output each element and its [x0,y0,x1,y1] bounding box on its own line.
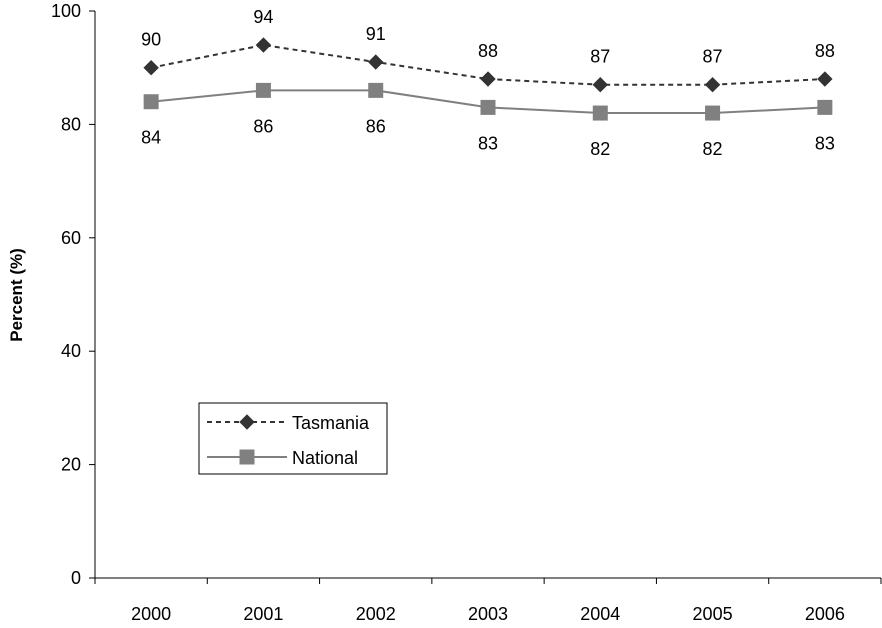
y-tick-label: 0 [71,568,81,588]
data-label-national: 86 [366,116,386,136]
x-tick-label: 2006 [805,604,845,624]
data-label-national: 86 [253,116,273,136]
data-label-tasmania: 87 [703,47,723,67]
y-tick-label: 100 [51,1,81,21]
x-tick-label: 2002 [356,604,396,624]
series-layer [143,37,833,121]
data-point-tasmania [368,54,384,70]
data-point-national [480,99,496,115]
y-tick-label: 60 [61,228,81,248]
legend-label-national: National [292,448,358,468]
legend-marker-tasmania [239,414,255,430]
data-label-tasmania: 94 [253,7,273,27]
legend-box [198,402,388,475]
x-tick-label: 2001 [243,604,283,624]
data-label-tasmania: 88 [815,41,835,61]
data-point-national [705,105,721,121]
data-label-national: 82 [703,139,723,159]
y-tick-label: 20 [61,455,81,475]
data-point-national [817,99,833,115]
data-label-tasmania: 88 [478,41,498,61]
x-tick-label: 2005 [693,604,733,624]
data-label-national: 83 [815,133,835,153]
legend-marker-national [239,449,255,465]
x-tick-label: 2000 [131,604,171,624]
data-point-tasmania [480,71,496,87]
y-tick-label: 40 [61,341,81,361]
data-point-national [255,82,271,98]
data-point-tasmania [143,59,159,76]
data-label-tasmania: 87 [590,47,610,67]
data-point-tasmania [592,77,608,93]
data-point-national [368,82,384,98]
data-label-tasmania: 91 [366,24,386,44]
data-point-tasmania [255,37,272,53]
data-label-tasmania: 90 [141,30,161,50]
data-point-tasmania [817,71,833,87]
data-label-national: 84 [141,128,161,148]
data-label-national: 82 [590,139,610,159]
y-tick-label: 80 [61,114,81,134]
data-labels: 90 94 91 88 87 87 88 84 86 86 83 82 82 83 [141,7,835,159]
data-label-national: 83 [478,133,498,153]
data-point-tasmania [704,77,721,93]
x-tick-label: 2003 [468,604,508,624]
data-point-national [143,94,159,110]
legend-label-tasmania: Tasmania [292,413,370,433]
legend: Tasmania National [198,402,388,475]
axes: 0 20 40 60 80 100 2000 2001 2002 2003 2004 2005 2006 [51,1,882,624]
y-axis-title: Percent (%) [7,248,26,342]
data-point-national [592,105,608,121]
x-tick-label: 2004 [580,604,620,624]
